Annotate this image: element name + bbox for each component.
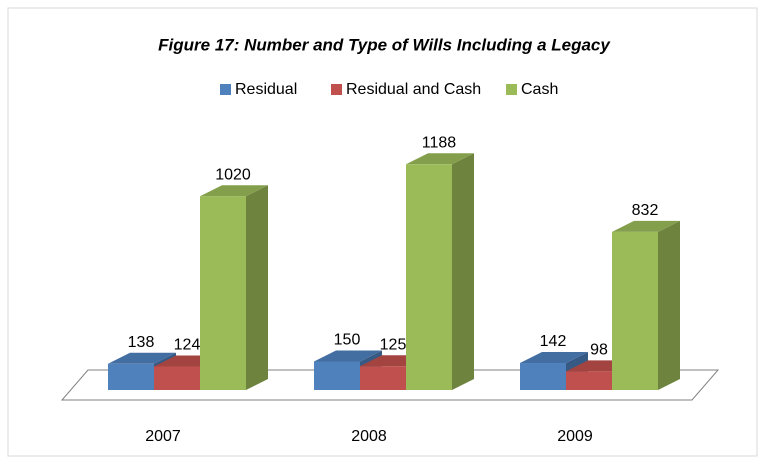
data-label: 1188 <box>422 134 457 151</box>
legend-label: Residual and Cash <box>346 81 481 98</box>
bar-top <box>314 350 382 362</box>
bar <box>108 363 154 390</box>
bar <box>314 361 360 390</box>
bar <box>200 196 246 390</box>
bar-top <box>612 220 680 232</box>
bar <box>360 366 406 390</box>
legend-swatch <box>506 84 517 95</box>
bar <box>154 366 200 390</box>
legend-swatch <box>331 84 342 95</box>
x-tick-label: 2009 <box>557 428 593 445</box>
bar <box>566 371 612 390</box>
x-tick-label: 2008 <box>351 428 387 445</box>
bar-side <box>246 185 268 390</box>
legend-label: Residual <box>235 81 297 98</box>
data-label: 125 <box>380 336 407 353</box>
data-label: 832 <box>632 202 659 219</box>
bar <box>406 164 452 390</box>
bar-side <box>658 220 680 390</box>
data-label: 138 <box>128 334 155 351</box>
bar-top <box>406 153 474 165</box>
legend-label: Cash <box>521 81 558 98</box>
data-label: 150 <box>334 332 361 349</box>
x-tick-label: 2007 <box>145 428 181 445</box>
data-label: 142 <box>540 333 567 350</box>
bar <box>520 363 566 390</box>
bar-side <box>452 153 474 390</box>
data-label: 124 <box>174 337 201 354</box>
bar <box>612 231 658 390</box>
legend-swatch <box>220 84 231 95</box>
bar-top <box>108 352 176 364</box>
bar-top <box>520 352 588 364</box>
chart-title: Figure 17: Number and Type of Wills Incl… <box>158 35 611 54</box>
data-label: 1020 <box>215 166 251 183</box>
data-label: 98 <box>590 342 608 359</box>
bar-top <box>200 185 268 197</box>
